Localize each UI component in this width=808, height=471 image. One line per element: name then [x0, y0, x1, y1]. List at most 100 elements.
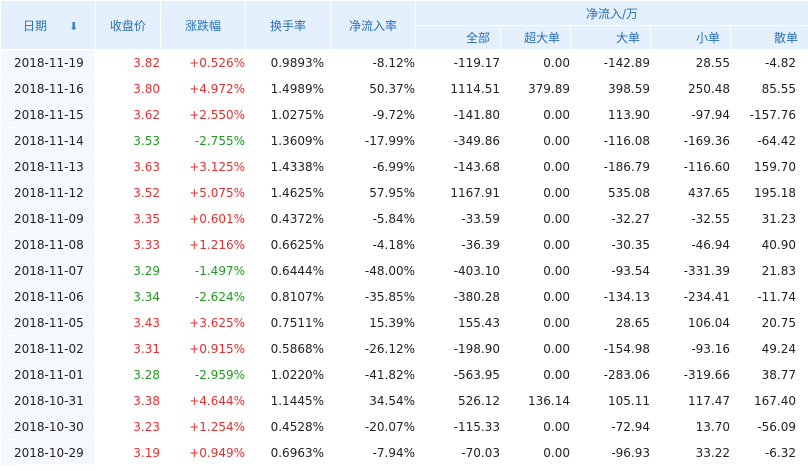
cell-close: 3.23 — [95, 413, 161, 440]
column-header-net-inflow-rate[interactable]: 净流入率 — [330, 0, 416, 50]
cell-net-inflow-rate: -9.72% — [330, 101, 416, 128]
column-header-change[interactable]: 涨跌幅 — [160, 0, 246, 50]
cell-retail: 20.75 — [730, 309, 808, 336]
cell-change: -2.755% — [160, 127, 246, 154]
cell-retail: 31.23 — [730, 205, 808, 232]
column-header-turnover[interactable]: 换手率 — [245, 0, 331, 50]
table-row[interactable]: 2018-11-08 3.33 +1.216% 0.6625% -4.18% -36.39… — [0, 231, 808, 258]
cell-large: -134.13 — [570, 283, 651, 310]
cell-extra-large: 0.00 — [500, 283, 571, 310]
cell-retail: 85.55 — [730, 75, 808, 102]
cell-extra-large: 136.14 — [500, 387, 571, 414]
column-header-large[interactable]: 大单 — [570, 25, 651, 50]
cell-small: 437.65 — [650, 179, 731, 206]
column-header-date[interactable]: 日期 ⬇ — [0, 0, 96, 50]
table-row[interactable]: 2018-11-09 3.35 +0.601% 0.4372% -5.84% -33.59… — [0, 205, 808, 232]
cell-date: 2018-11-09 — [0, 205, 96, 232]
cell-all: 155.43 — [415, 309, 501, 336]
column-header-close[interactable]: 收盘价 — [95, 0, 161, 50]
cell-net-inflow-rate: 50.37% — [330, 75, 416, 102]
cell-net-inflow-rate: -20.07% — [330, 413, 416, 440]
table-row[interactable]: 2018-10-31 3.38 +4.644% 1.1445% 34.54% 526.12… — [0, 387, 808, 414]
cell-date: 2018-11-16 — [0, 75, 96, 102]
cell-small: -32.55 — [650, 205, 731, 232]
cell-large: -30.35 — [570, 231, 651, 258]
cell-small: -169.36 — [650, 127, 731, 154]
cell-large: 28.65 — [570, 309, 651, 336]
cell-date: 2018-11-01 — [0, 361, 96, 388]
cell-turnover: 1.4625% — [245, 179, 331, 206]
table-row[interactable]: 2018-11-16 3.80 +4.972% 1.4989% 50.37% 1114.5… — [0, 75, 808, 102]
cell-small: -331.39 — [650, 257, 731, 284]
column-header-all[interactable]: 全部 — [415, 25, 501, 50]
cell-retail: 167.40 — [730, 387, 808, 414]
column-header-retail[interactable]: 散单 — [730, 25, 808, 50]
table-row[interactable]: 2018-10-29 3.19 +0.949% 0.6963% -7.94% -70.03… — [0, 439, 808, 466]
cell-date: 2018-11-14 — [0, 127, 96, 154]
cell-date: 2018-10-31 — [0, 387, 96, 414]
cell-large: -96.93 — [570, 439, 651, 466]
cell-retail: 159.70 — [730, 153, 808, 180]
cell-turnover: 0.8107% — [245, 283, 331, 310]
cell-all: -403.10 — [415, 257, 501, 284]
cell-large: -283.06 — [570, 361, 651, 388]
cell-change: +1.216% — [160, 231, 246, 258]
cell-close: 3.29 — [95, 257, 161, 284]
cell-extra-large: 0.00 — [500, 257, 571, 284]
cell-extra-large: 0.00 — [500, 127, 571, 154]
cell-close: 3.52 — [95, 179, 161, 206]
cell-small: -46.94 — [650, 231, 731, 258]
cell-change: -1.497% — [160, 257, 246, 284]
cell-small: 106.04 — [650, 309, 731, 336]
table-row[interactable]: 2018-11-15 3.62 +2.550% 1.0275% -9.72% -141.8… — [0, 101, 808, 128]
cell-large: -93.54 — [570, 257, 651, 284]
cell-close: 3.31 — [95, 335, 161, 362]
cell-retail: -157.76 — [730, 101, 808, 128]
cell-small: 28.55 — [650, 49, 731, 76]
cell-retail: -6.32 — [730, 439, 808, 466]
table-row[interactable]: 2018-11-06 3.34 -2.624% 0.8107% -35.85% -380.… — [0, 283, 808, 310]
cell-turnover: 0.7511% — [245, 309, 331, 336]
cell-turnover: 0.4528% — [245, 413, 331, 440]
table-row[interactable]: 2018-10-30 3.23 +1.254% 0.4528% -20.07% -115.… — [0, 413, 808, 440]
table-row[interactable]: 2018-11-01 3.28 -2.959% 1.0220% -41.82% -563.… — [0, 361, 808, 388]
table-row[interactable]: 2018-11-07 3.29 -1.497% 0.6444% -48.00% -403.… — [0, 257, 808, 284]
cell-all: -33.59 — [415, 205, 501, 232]
cell-all: -119.17 — [415, 49, 501, 76]
cell-large: -186.79 — [570, 153, 651, 180]
cell-date: 2018-10-30 — [0, 413, 96, 440]
cell-close: 3.28 — [95, 361, 161, 388]
cell-date: 2018-11-12 — [0, 179, 96, 206]
cell-close: 3.34 — [95, 283, 161, 310]
cell-turnover: 0.6625% — [245, 231, 331, 258]
cell-turnover: 0.6444% — [245, 257, 331, 284]
cell-all: -143.68 — [415, 153, 501, 180]
cell-date: 2018-11-19 — [0, 49, 96, 76]
cell-turnover: 1.3609% — [245, 127, 331, 154]
cell-net-inflow-rate: 34.54% — [330, 387, 416, 414]
sort-arrow-icon[interactable]: ⬇ — [69, 19, 79, 33]
table-row[interactable]: 2018-11-02 3.31 +0.915% 0.5868% -26.12% -198.… — [0, 335, 808, 362]
table-row[interactable]: 2018-11-13 3.63 +3.125% 1.4338% -6.99% -143.6… — [0, 153, 808, 180]
cell-extra-large: 0.00 — [500, 49, 571, 76]
column-header-extra-large[interactable]: 超大单 — [500, 25, 571, 50]
cell-turnover: 1.0275% — [245, 101, 331, 128]
cell-retail: 195.18 — [730, 179, 808, 206]
cell-turnover: 1.4338% — [245, 153, 331, 180]
cell-change: +1.254% — [160, 413, 246, 440]
cell-large: -32.27 — [570, 205, 651, 232]
table-row[interactable]: 2018-11-14 3.53 -2.755% 1.3609% -17.99% -349.… — [0, 127, 808, 154]
cell-change: +3.625% — [160, 309, 246, 336]
cell-turnover: 0.5868% — [245, 335, 331, 362]
table-row[interactable]: 2018-11-19 3.82 +0.526% 0.9893% -8.12% -119.1… — [0, 49, 808, 76]
table-row[interactable]: 2018-11-05 3.43 +3.625% 0.7511% 15.39% 155.43… — [0, 309, 808, 336]
cell-date: 2018-11-07 — [0, 257, 96, 284]
table-row[interactable]: 2018-11-12 3.52 +5.075% 1.4625% 57.95% 1167.9… — [0, 179, 808, 206]
cell-net-inflow-rate: -17.99% — [330, 127, 416, 154]
cell-change: +0.949% — [160, 439, 246, 466]
cell-retail: 21.83 — [730, 257, 808, 284]
cell-large: 535.08 — [570, 179, 651, 206]
cell-close: 3.62 — [95, 101, 161, 128]
column-header-small[interactable]: 小单 — [650, 25, 731, 50]
cell-retail: 40.90 — [730, 231, 808, 258]
